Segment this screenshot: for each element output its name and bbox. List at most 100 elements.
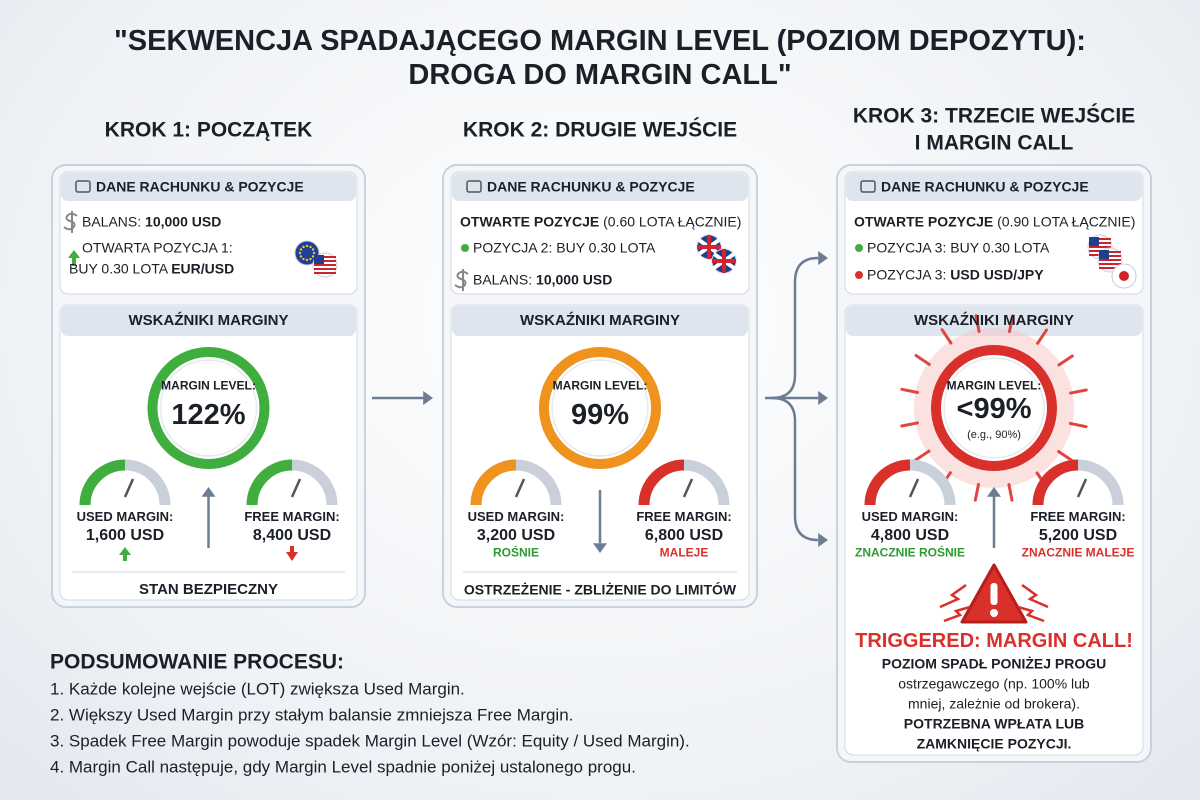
free-margin-label: FREE MARGIN: — [1030, 508, 1126, 524]
dollar-icon — [454, 269, 469, 291]
indicators-header: WSKAŹNIKI MARGINY — [520, 311, 680, 329]
free-margin-label: FREE MARGIN: — [636, 508, 732, 524]
line-part: 10,000 USD — [145, 213, 222, 230]
flag — [697, 235, 721, 259]
gauge-fill — [1032, 459, 1079, 506]
ray — [914, 353, 931, 366]
title: DROGA DO MARGIN CALL" — [408, 59, 792, 92]
flag — [312, 251, 316, 255]
gauge-fill — [470, 459, 517, 506]
alert-title: TRIGGERED: MARGIN CALL! — [855, 630, 1133, 652]
up-icon — [68, 250, 80, 258]
free-margin-label: FREE MARGIN: — [244, 508, 340, 524]
down-arrow — [290, 546, 294, 552]
alert-line: ostrzegawczego (np. 100% lub — [898, 675, 1090, 692]
line-part: USD USD/JPY — [950, 266, 1044, 283]
line-part: OTWARTE POZYCJE — [460, 213, 600, 230]
margin-ring-inner — [943, 357, 1045, 459]
flag — [302, 257, 305, 261]
arrow-head — [987, 487, 1001, 497]
ray — [973, 482, 981, 502]
free-margin-note: MALEJE — [659, 545, 709, 560]
up-arrow — [123, 555, 127, 561]
indicators-header: WSKAŹNIKI MARGINY — [914, 311, 1074, 329]
used-margin-label: USED MARGIN: — [467, 508, 565, 524]
gauge-needle — [1076, 478, 1088, 498]
gauge-fill — [638, 459, 685, 506]
flag — [314, 255, 324, 264]
alert-line: ZAMKNIĘCIE POZYCJI. — [916, 735, 1072, 752]
gauge-fill — [246, 459, 293, 506]
alert-line: mniej, zależnie od brokera). — [908, 695, 1080, 712]
margin-level-note: (e.g., 90%) — [967, 428, 1021, 441]
margin-level-label: MARGIN LEVEL: — [946, 378, 1042, 393]
account-line: BUY 0.30 LOTA EUR/USD — [69, 261, 234, 276]
arrow-head — [818, 391, 828, 405]
margin-level-value: <99% — [956, 393, 1032, 426]
gauge-needle — [290, 478, 302, 498]
ray — [1007, 483, 1014, 502]
wallet-icon — [860, 180, 876, 193]
margin-ring-inner — [159, 359, 258, 457]
used-margin-value: 3,200 USD — [476, 527, 556, 545]
ray — [914, 449, 931, 462]
ray — [1057, 354, 1074, 367]
flag — [299, 248, 303, 251]
warning-mark — [990, 609, 998, 617]
gauge-needle — [682, 478, 694, 498]
flag — [311, 255, 315, 258]
account-line: POZYCJA 3: USD USD/JPY — [867, 267, 1044, 282]
account-line: OTWARTE POZYCJE (0.90 LOTA ŁĄCZNIE) — [854, 214, 1135, 229]
step-heading: KROK 1: POCZĄTEK — [104, 118, 313, 142]
account-line: BALANS: 10,000 USD — [473, 272, 612, 287]
summary-item: 2. Większy Used Margin przy stałym balan… — [50, 705, 574, 725]
account-header: DANE RACHUNKU & POZYCJE — [487, 178, 695, 195]
used-margin-value: 4,800 USD — [870, 527, 950, 545]
account-header-band — [452, 173, 748, 201]
ray — [900, 387, 920, 395]
flag — [302, 245, 305, 249]
dollar-icon — [63, 211, 78, 233]
margin-ring-inner — [551, 359, 649, 457]
account-header: DANE RACHUNKU & POZYCJE — [881, 178, 1089, 195]
footer-status: OSTRZEŻENIE - ZBLIŻENIE DO LIMITÓW — [463, 581, 737, 598]
used-margin-label: USED MARGIN: — [76, 508, 174, 524]
account-box — [59, 171, 358, 295]
flag — [309, 257, 312, 261]
down-arrow — [286, 552, 298, 561]
ray — [940, 328, 953, 345]
flag — [712, 249, 736, 273]
ray — [974, 314, 981, 333]
ray — [1036, 328, 1049, 345]
title: "SEKWENCJA SPADAJĄCEGO MARGIN LEVEL (POZ… — [114, 25, 1086, 58]
arrow-head — [818, 251, 828, 265]
line-part: 10,000 USD — [536, 271, 613, 288]
used-margin-label: USED MARGIN: — [861, 508, 959, 524]
arrow-head — [423, 391, 433, 405]
account-box — [450, 171, 750, 295]
up-icon — [72, 258, 76, 266]
line-part: POZYCJA 2: BUY 0.30 LOTA — [473, 239, 656, 256]
step-heading: I MARGIN CALL — [914, 131, 1074, 155]
margin-level-value: 99% — [570, 399, 630, 432]
free-margin-note: ZNACZNIE MALEJE — [1021, 545, 1135, 560]
line-part: POZYCJA 3: — [867, 266, 947, 283]
margin-level-label: MARGIN LEVEL: — [161, 378, 256, 393]
summary-item: 4. Margin Call następuje, gdy Margin Lev… — [50, 757, 636, 777]
arrow-head — [818, 533, 828, 547]
flag — [305, 244, 309, 248]
line-part: EUR/USD — [171, 260, 235, 277]
line-part: BUY 0.30 LOTA — [69, 260, 168, 277]
line-part: BALANS: — [473, 271, 533, 288]
free-margin-value: 6,800 USD — [644, 527, 724, 545]
free-margin-value: 5,200 USD — [1038, 527, 1118, 545]
warning-mark — [990, 583, 998, 605]
margin-level-value: 122% — [171, 399, 246, 432]
line-part: (0.90 LOTA ŁĄCZNIE) — [997, 213, 1136, 230]
account-line: BALANS: 10,000 USD — [82, 214, 221, 229]
margin-level-label: MARGIN LEVEL: — [552, 378, 648, 393]
up-arrow — [119, 547, 131, 555]
summary-item: 1. Każde kolejne wejście (LOT) zwiększa … — [50, 679, 465, 699]
account-box — [844, 171, 1144, 295]
bullet — [855, 244, 863, 252]
